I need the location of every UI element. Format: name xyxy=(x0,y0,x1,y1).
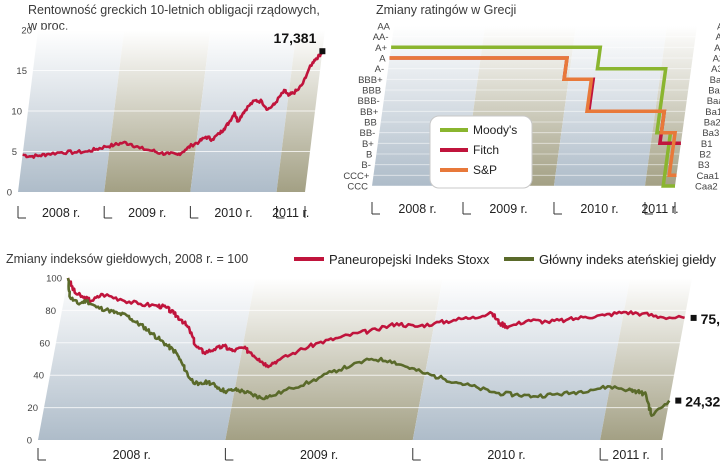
stock-index-y-tick-2: 40 xyxy=(33,371,44,382)
ratings-series-moodys xyxy=(391,45,675,188)
stock-index-y-tick-5: 100 xyxy=(46,274,62,285)
ratings-right-tick-11: B1 xyxy=(701,139,713,150)
ratings-series-sp xyxy=(389,56,678,178)
ratings-series xyxy=(389,45,681,188)
ratings-left-tick-0: AA xyxy=(377,22,390,33)
legend-label-sp: S&P xyxy=(473,163,497,177)
legend-label-fitch: Fitch xyxy=(473,143,499,157)
ratings-year-label-0: 2008 r. xyxy=(398,202,436,216)
bond-yield-series-line xyxy=(22,49,324,159)
ratings-left-tick-1: AA- xyxy=(373,32,389,43)
ratings-left-tick-7: BBB- xyxy=(358,96,380,107)
ratings-left-tick-5: BBB+ xyxy=(358,75,383,86)
ratings-panel: Zmiany ratingów w Grecji AAAA-A+AA-BBB+B… xyxy=(343,3,720,216)
ratings-year-label-2: 2010 r. xyxy=(580,202,618,216)
stock-index-band-2010 xyxy=(412,278,631,440)
ratings-left-tick-12: B xyxy=(366,150,372,161)
ratings-left-tick-4: A- xyxy=(375,64,385,75)
stoxx-last-point xyxy=(690,314,697,321)
bond-yield-title: Rentowność greckich 10-letnich obligacji… xyxy=(28,3,320,17)
stoxx-series-line xyxy=(66,277,685,369)
bond-yield-year-label-1: 2009 r. xyxy=(128,206,166,220)
stock-index-year-axis: 2008 r. 2009 r. 2010 r. 2011 r. xyxy=(37,448,663,462)
bond-yield-last-point xyxy=(319,48,326,55)
ratings-right-tick-14: Caa1 xyxy=(696,171,719,182)
athens-last-value: 24,32 xyxy=(685,394,720,410)
stock-index-band-2008 xyxy=(38,278,256,440)
ratings-left-tick-9: BB xyxy=(364,118,377,129)
ratings-band-2010 xyxy=(553,26,667,186)
stock-index-panel: Zmiany indeksów giełdowych, 2008 r. = 10… xyxy=(6,252,720,462)
ratings-right-ticks: Aa2Aa3A1A2A3Baa1Baa2Baa3Ba1Ba2Ba3B1B2B3C… xyxy=(695,22,720,193)
ratings-title: Zmiany ratingów w Grecji xyxy=(376,3,516,17)
stock-index-y-tick-0: 0 xyxy=(27,436,32,447)
ratings-right-tick-5: Baa1 xyxy=(710,75,720,86)
ratings-year-axis: 2008 r. 2009 r. 2010 r. 2011 r. xyxy=(371,202,679,216)
stock-index-series xyxy=(66,277,685,418)
stock-index-year-label-0: 2008 r. xyxy=(113,448,151,462)
ratings-left-tick-15: CCC xyxy=(347,182,368,193)
ratings-right-tick-10: Ba3 xyxy=(702,128,719,139)
athens-last-point xyxy=(675,397,682,404)
stock-index-year-label-2: 2010 r. xyxy=(487,448,525,462)
ratings-left-ticks: AAAA-A+AA-BBB+BBBBBB-BB+BBBB-B+BB-CCC+CC… xyxy=(343,22,390,193)
bond-yield-year-axis: 2008 r. 2009 r. 2010 r. 2011 r. xyxy=(17,206,309,220)
ratings-right-tick-12: B2 xyxy=(699,150,711,161)
stock-index-year-label-1: 2009 r. xyxy=(300,448,338,462)
legend-label-athens: Główny indeks ateńskiej giełdy xyxy=(539,252,717,267)
bond-yield-y-tick-1: 5 xyxy=(12,147,17,158)
legend-label-stoxx: Paneuropejski Indeks Stoxx xyxy=(329,252,490,267)
ratings-year-label-1: 2009 r. xyxy=(489,202,527,216)
ratings-left-tick-8: BB+ xyxy=(360,107,379,118)
ratings-left-tick-2: A+ xyxy=(375,43,387,54)
ratings-right-tick-7: Baa3 xyxy=(707,96,720,107)
ratings-band-2011 xyxy=(644,26,697,186)
bond-yield-y-tick-0: 0 xyxy=(7,188,12,199)
ratings-legend: Moody's Fitch S&P xyxy=(429,115,533,189)
bond-yield-year-label-2: 2010 r. xyxy=(214,206,252,220)
ratings-left-tick-3: A xyxy=(379,54,386,65)
stock-index-title: Zmiany indeksów giełdowych, 2008 r. = 10… xyxy=(6,252,248,266)
bond-yield-y-tick-2: 10 xyxy=(11,107,22,118)
bond-yield-y-tick-4: 20 xyxy=(21,26,32,37)
ratings-right-tick-4: A3 xyxy=(711,64,720,75)
stock-index-legend: Paneuropejski Indeks Stoxx Główny indeks… xyxy=(294,252,717,267)
ratings-left-tick-6: BBB xyxy=(362,86,381,97)
ratings-right-tick-13: B3 xyxy=(698,160,710,171)
stock-index-y-tick-3: 60 xyxy=(39,338,50,349)
stock-index-y-tick-1: 20 xyxy=(27,403,38,414)
legend-label-moodys: Moody's xyxy=(473,123,517,137)
ratings-year-bands xyxy=(372,26,697,186)
stock-index-y-ticks: 0 20 40 60 80 100 xyxy=(27,274,62,447)
ratings-right-tick-6: Baa2 xyxy=(708,86,720,97)
bond-yield-series xyxy=(22,49,324,159)
ratings-right-tick-2: A1 xyxy=(714,43,720,54)
ratings-left-tick-10: BB- xyxy=(359,128,375,139)
stock-index-year-label-3: 2011 r. xyxy=(612,448,649,462)
bond-yield-y-tick-3: 15 xyxy=(16,66,27,77)
athens-series-line xyxy=(66,277,671,418)
ratings-right-tick-15: Caa2 xyxy=(695,182,718,193)
ratings-right-tick-3: A2 xyxy=(713,54,720,65)
bond-yield-last-value: 17,381 xyxy=(274,30,317,46)
stock-index-band-2009 xyxy=(225,278,443,440)
stock-index-y-tick-4: 80 xyxy=(45,306,56,317)
bond-yield-year-label-3: 2011 r. xyxy=(272,206,309,220)
ratings-left-tick-14: CCC+ xyxy=(343,171,370,182)
ratings-right-tick-9: Ba2 xyxy=(704,118,720,129)
stock-index-gridlines xyxy=(44,277,692,409)
bond-yield-y-ticks: 0 5 10 15 20 xyxy=(7,26,32,199)
bond-yield-panel: Rentowność greckich 10-letnich obligacji… xyxy=(7,3,326,220)
ratings-left-tick-11: B+ xyxy=(362,139,374,150)
ratings-right-tick-0: Aa2 xyxy=(717,22,720,33)
ratings-year-label-3: 2011 r. xyxy=(641,202,678,216)
ratings-left-tick-13: B- xyxy=(361,160,371,171)
stoxx-last-value: 75,37 xyxy=(701,311,720,327)
bond-yield-year-label-0: 2008 r. xyxy=(42,206,80,220)
ratings-right-tick-1: Aa3 xyxy=(716,32,720,43)
ratings-right-tick-8: Ba1 xyxy=(705,107,720,118)
